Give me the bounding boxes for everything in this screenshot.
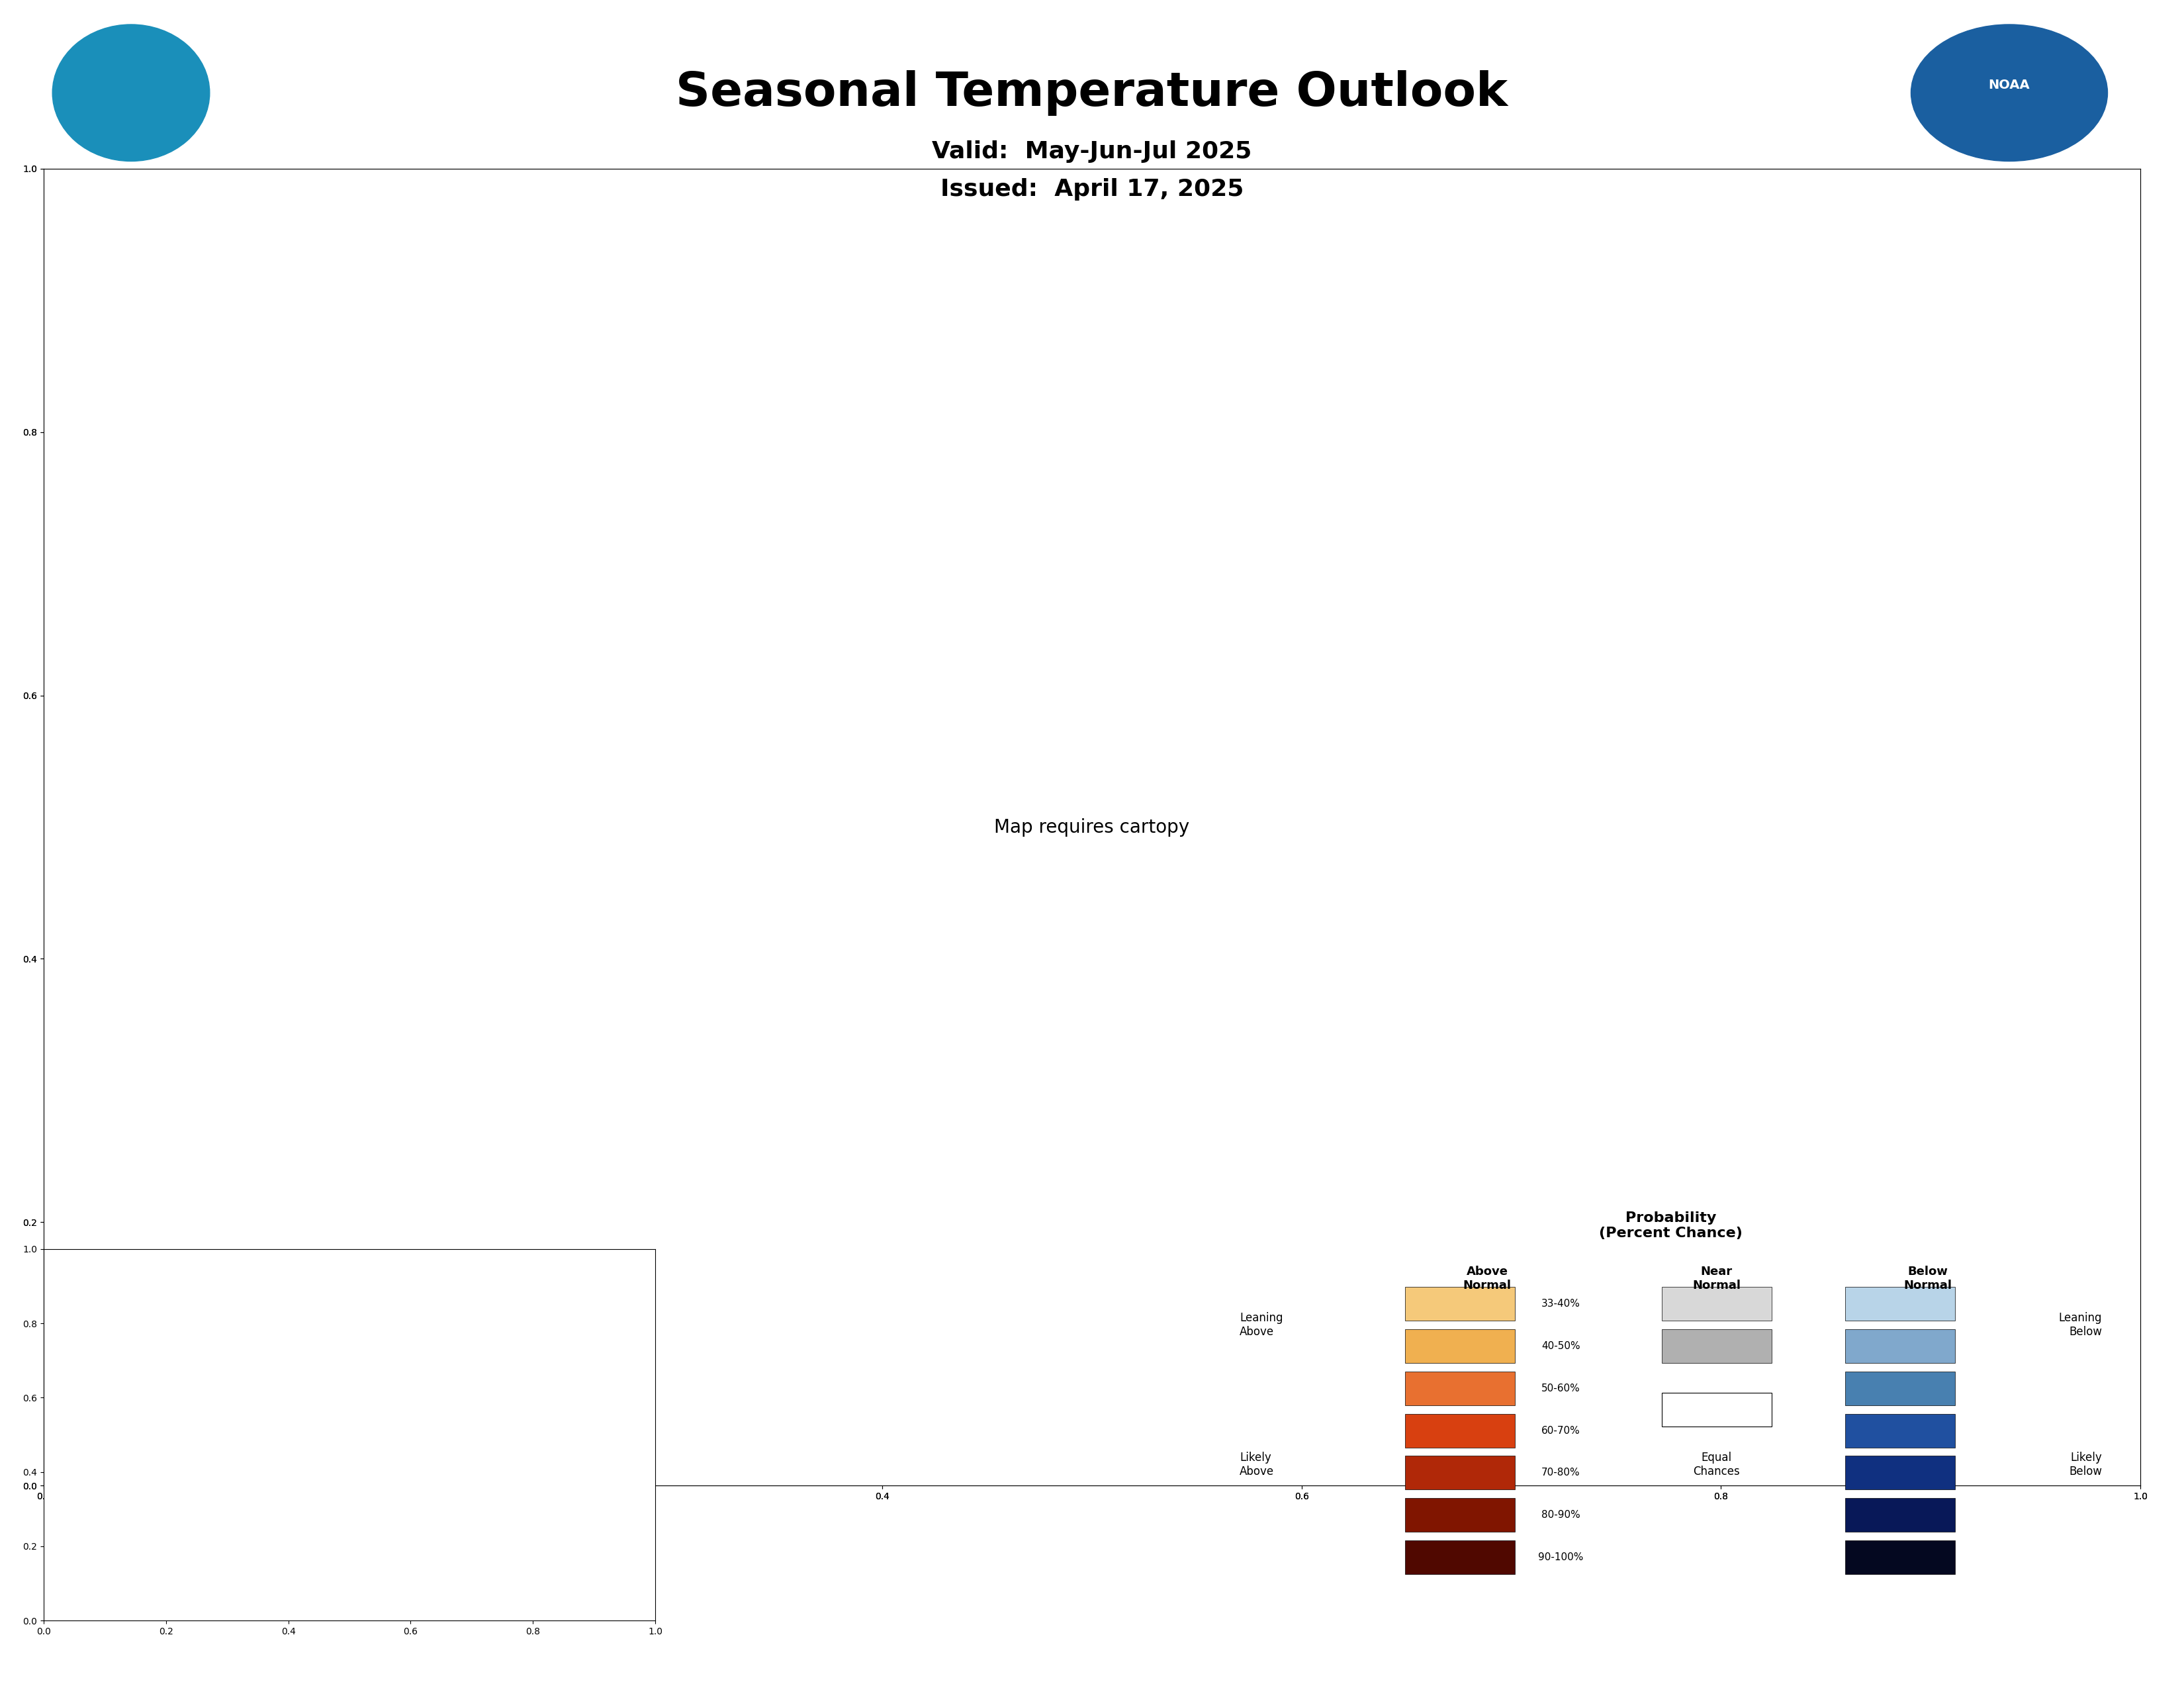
Text: Above
Normal: Above Normal xyxy=(1463,1266,1511,1291)
Circle shape xyxy=(1911,24,2108,162)
Bar xyxy=(1845,1415,1955,1448)
Text: Map requires cartopy: Map requires cartopy xyxy=(994,819,1190,836)
Bar xyxy=(1845,1539,1955,1573)
Text: Seasonal Temperature Outlook: Seasonal Temperature Outlook xyxy=(677,69,1507,116)
Bar xyxy=(1404,1499,1516,1533)
Bar xyxy=(1662,1393,1771,1426)
Bar xyxy=(1845,1286,1955,1320)
Bar xyxy=(1404,1539,1516,1573)
Text: 70-80%: 70-80% xyxy=(1542,1469,1579,1477)
Text: Probability
(Percent Chance): Probability (Percent Chance) xyxy=(1599,1212,1743,1239)
Text: 40-50%: 40-50% xyxy=(1542,1342,1579,1350)
Text: 80-90%: 80-90% xyxy=(1542,1511,1581,1519)
Bar xyxy=(1404,1371,1516,1404)
Text: Valid:  May-Jun-Jul 2025: Valid: May-Jun-Jul 2025 xyxy=(933,140,1251,164)
Bar xyxy=(1404,1286,1516,1320)
Text: Near
Normal: Near Normal xyxy=(1693,1266,1741,1291)
Bar xyxy=(1404,1330,1516,1364)
Text: 90-100%: 90-100% xyxy=(1538,1553,1583,1561)
Text: Likely
Below: Likely Below xyxy=(2068,1452,2101,1477)
Text: 50-60%: 50-60% xyxy=(1542,1384,1581,1393)
Text: Leaning
Below: Leaning Below xyxy=(2060,1312,2101,1339)
Bar xyxy=(1662,1330,1771,1364)
Circle shape xyxy=(52,24,210,162)
Text: 60-70%: 60-70% xyxy=(1542,1426,1581,1435)
Text: 33-40%: 33-40% xyxy=(1542,1300,1581,1308)
Text: Equal
Chances: Equal Chances xyxy=(1693,1452,1741,1477)
Bar xyxy=(1845,1455,1955,1491)
Text: Below
Normal: Below Normal xyxy=(1904,1266,1952,1291)
Text: NOAA: NOAA xyxy=(1990,79,2029,91)
Text: Leaning
Above: Leaning Above xyxy=(1241,1312,1282,1339)
Bar xyxy=(1845,1371,1955,1404)
Bar xyxy=(1845,1499,1955,1533)
Text: Likely
Above: Likely Above xyxy=(1241,1452,1273,1477)
Bar xyxy=(1845,1330,1955,1364)
Text: Issued:  April 17, 2025: Issued: April 17, 2025 xyxy=(941,177,1243,201)
Bar xyxy=(1404,1455,1516,1491)
Bar xyxy=(1662,1286,1771,1320)
Bar xyxy=(1404,1415,1516,1448)
